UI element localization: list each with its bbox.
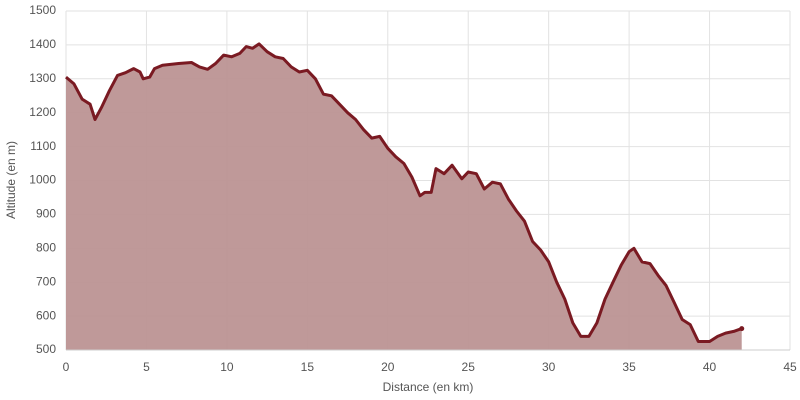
line: [65, 42, 743, 343]
x-tick-label: 25: [462, 360, 476, 374]
y-tick-label: 500: [36, 342, 56, 356]
y-tick-label: 900: [36, 207, 56, 221]
y-tick-label: 1000: [29, 173, 56, 187]
y-tick-label: 1400: [29, 37, 56, 51]
x-tick-label: 10: [220, 360, 234, 374]
y-tick-label: 1200: [29, 105, 56, 119]
x-tick-label: 20: [381, 360, 395, 374]
y-axis-label: Altitude (en m): [4, 141, 18, 219]
x-tick-label: 30: [542, 360, 556, 374]
x-tick-label: 35: [622, 360, 636, 374]
end-point: [739, 326, 745, 332]
area: [66, 43, 742, 351]
x-tick-label: 5: [143, 360, 150, 374]
x-tick-label: 0: [63, 360, 70, 374]
x-tick-label: 45: [783, 360, 797, 374]
y-tick-label: 800: [36, 240, 56, 254]
y-tick-label: 700: [36, 274, 56, 288]
y-tick-label: 1100: [30, 139, 56, 153]
x-tick-label: 40: [703, 360, 717, 374]
x-axis-label: Distance (en km): [383, 380, 474, 394]
y-tick-label: 1500: [29, 3, 56, 17]
x-tick-label: 15: [301, 360, 315, 374]
y-tick-label: 1300: [29, 71, 56, 85]
y-tick-label: 600: [36, 308, 56, 322]
